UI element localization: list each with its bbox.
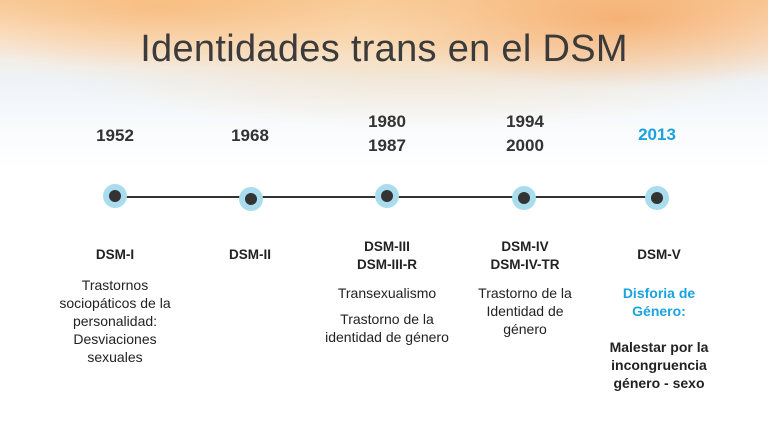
timeline-node-1980 bbox=[375, 184, 399, 208]
entry-dsm-ii: DSM-II bbox=[190, 246, 310, 264]
entry-dsm-i: DSM-I Trastornos sociopáticos de la pers… bbox=[55, 246, 175, 366]
description-transexualismo: Transexualismo bbox=[337, 285, 437, 301]
description-dsm-iv: Trastorno de la Identidad de género bbox=[478, 285, 572, 337]
manual-dsm-iii-r: DSM-III-R bbox=[357, 257, 417, 272]
timeline-node-2013 bbox=[645, 186, 669, 210]
description-trastorno-identidad: Trastorno de la identidad de género bbox=[325, 311, 449, 345]
manual-dsm-iv: DSM-IV bbox=[501, 239, 549, 254]
entry-dsm-v: DSM-V Disforia de Género: Malestar por l… bbox=[600, 246, 718, 392]
highlight-disforia: Disforia de Género: bbox=[622, 285, 696, 319]
year-1987: 1987 bbox=[368, 136, 406, 155]
description-dsm-v: Malestar por la incongruencia género - s… bbox=[609, 339, 709, 391]
entry-dsm-iv: DSM-IV DSM-IV-TR Trastorno de la Identid… bbox=[463, 238, 587, 338]
timeline-node-1994 bbox=[512, 186, 536, 210]
entry-dsm-iii: DSM-III DSM-III-R Transexualismo Trastor… bbox=[316, 238, 458, 346]
manual-dsm-v: DSM-V bbox=[637, 247, 681, 262]
year-1968: 1968 bbox=[231, 126, 269, 145]
year-1952: 1952 bbox=[96, 126, 134, 145]
manual-dsm-iv-tr: DSM-IV-TR bbox=[490, 257, 560, 272]
year-1980-1987: 1980 1987 bbox=[327, 110, 447, 158]
year-2000: 2000 bbox=[506, 136, 544, 155]
manual-dsm-iii: DSM-III bbox=[364, 239, 410, 254]
year-1980: 1980 bbox=[368, 112, 406, 131]
manual-dsm-ii: DSM-II bbox=[229, 247, 271, 262]
timeline-node-1968 bbox=[239, 187, 263, 211]
description-dsm-i: Trastornos sociopáticos de la personalid… bbox=[59, 277, 171, 365]
timeline-node-1952 bbox=[103, 184, 127, 208]
slide-title: Identidades trans en el DSM bbox=[140, 28, 628, 70]
manual-dsm-i: DSM-I bbox=[95, 247, 135, 262]
year-2013: 2013 bbox=[638, 125, 676, 144]
year-1994: 1994 bbox=[506, 112, 544, 131]
year-1994-2000: 1994 2000 bbox=[465, 110, 585, 158]
